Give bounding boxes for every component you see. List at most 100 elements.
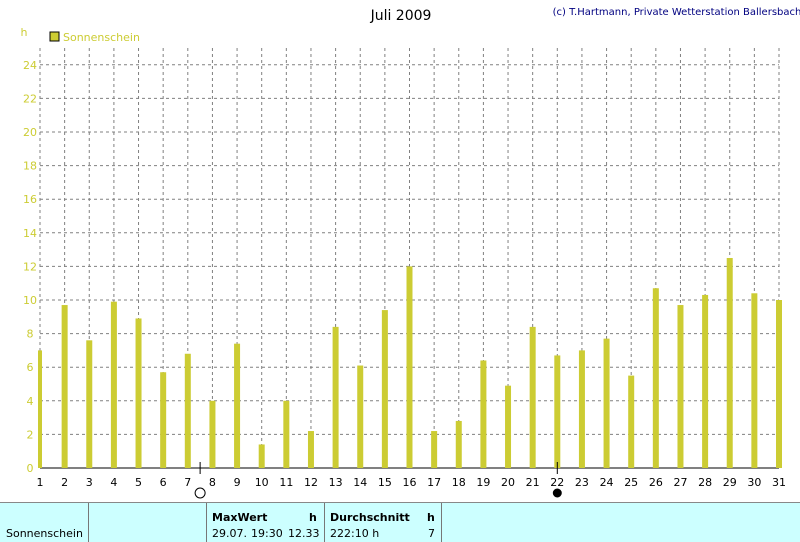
x-tick-label: 29 (723, 476, 737, 489)
bar (652, 288, 659, 468)
bar (307, 431, 314, 468)
y-tick-label: 6 (27, 361, 34, 374)
bar (110, 301, 117, 468)
bar (726, 258, 733, 468)
stats-row-label: Sonnenschein (6, 527, 83, 540)
avg-value: 7 (428, 527, 435, 540)
y-tick-label: 24 (23, 59, 37, 72)
x-tick-label: 18 (452, 476, 466, 489)
avg-unit: h (427, 511, 435, 524)
bar (578, 350, 585, 468)
bar (431, 431, 438, 468)
x-tick-label: 12 (304, 476, 318, 489)
x-tick-label: 10 (255, 476, 269, 489)
x-tick-label: 20 (501, 476, 515, 489)
y-tick-label: 8 (27, 328, 34, 341)
bars (38, 258, 782, 468)
x-tick-label: 25 (624, 476, 638, 489)
y-tick-label: 22 (23, 92, 37, 105)
x-tick-label: 31 (772, 476, 786, 489)
statistics-panel: Sonnenschein MaxWert h 29.07. 19:30 12.3… (0, 502, 800, 542)
y-tick-label: 2 (27, 428, 34, 441)
y-tick-label: 10 (23, 294, 37, 307)
bar (603, 338, 610, 468)
x-tick-label: 28 (698, 476, 712, 489)
max-unit: h (309, 511, 317, 524)
max-header: MaxWert (212, 511, 268, 524)
y-tick-label: 16 (23, 193, 37, 206)
avg-header: Durchschnitt (330, 511, 410, 524)
x-tick-label: 23 (575, 476, 589, 489)
bar (702, 294, 709, 468)
x-tick-label: 22 (550, 476, 564, 489)
x-tick-label: 24 (600, 476, 614, 489)
x-tick-label: 9 (234, 476, 241, 489)
x-tick-label: 14 (353, 476, 367, 489)
bar (628, 375, 635, 468)
x-tick-label: 3 (86, 476, 93, 489)
full-moon-icon (194, 487, 206, 499)
bar (357, 365, 364, 468)
legend-swatch (49, 31, 60, 42)
x-tick-label: 26 (649, 476, 663, 489)
bar (505, 385, 512, 468)
x-tick-label: 21 (526, 476, 540, 489)
y-tick-label: 14 (23, 227, 37, 240)
x-tick-label: 19 (476, 476, 490, 489)
x-tick-label: 4 (110, 476, 117, 489)
x-tick-label: 17 (427, 476, 441, 489)
bar (332, 326, 339, 468)
chart-area: Juli 2009 (c) T.Hartmann, Private Wetter… (21, 7, 800, 499)
legend-label: Sonnenschein (63, 31, 140, 44)
y-tick-label: 20 (23, 126, 37, 139)
bar (381, 310, 388, 468)
x-tick-label: 6 (160, 476, 167, 489)
legend: Sonnenschein (49, 31, 140, 44)
x-tick-label: 15 (378, 476, 392, 489)
new-moon-icon (552, 488, 562, 498)
bar (160, 372, 167, 468)
x-axis-ticks: 1 2 3 4 5 6 7 8 9 10 11 12 13 14 15 16 17 18 19 20 21 22 23 24 2… (37, 476, 787, 489)
y-tick-label: 4 (27, 395, 34, 408)
bar (480, 360, 487, 468)
x-tick-label: 27 (673, 476, 687, 489)
bar (234, 343, 241, 468)
bar (751, 293, 758, 468)
x-tick-label: 16 (403, 476, 417, 489)
chart-title: Juli 2009 (370, 8, 432, 24)
x-tick-label: 30 (747, 476, 761, 489)
max-time: 19:30 (251, 527, 283, 540)
stats-divider (88, 503, 89, 542)
x-tick-label: 5 (135, 476, 142, 489)
bar (38, 350, 42, 468)
max-date: 29.07. (212, 527, 247, 540)
bar (554, 355, 561, 468)
bar (529, 326, 536, 468)
bar (61, 305, 68, 468)
bar (184, 353, 191, 468)
moon-phase-markers (194, 462, 562, 499)
y-tick-label: 12 (23, 260, 37, 273)
bar (406, 266, 413, 468)
copyright-label: (c) T.Hartmann, Private Wetterstation Ba… (553, 7, 800, 18)
avg-total: 222:10 h (330, 527, 380, 540)
bar (209, 400, 216, 468)
bar (677, 305, 684, 468)
stats-divider (324, 503, 325, 542)
max-value: 12.33 (288, 527, 320, 540)
bar (776, 300, 782, 468)
x-tick-label: 11 (279, 476, 293, 489)
stats-divider (441, 503, 442, 542)
y-axis-unit: h (21, 26, 28, 39)
y-tick-label: 0 (27, 462, 34, 475)
x-tick-label: 7 (184, 476, 191, 489)
x-tick-label: 2 (61, 476, 68, 489)
bar (86, 340, 93, 468)
y-tick-label: 18 (23, 160, 37, 173)
x-tick-label: 13 (329, 476, 343, 489)
bar (135, 318, 142, 468)
bar (258, 444, 265, 468)
bar (283, 400, 290, 468)
stats-divider (206, 503, 207, 542)
